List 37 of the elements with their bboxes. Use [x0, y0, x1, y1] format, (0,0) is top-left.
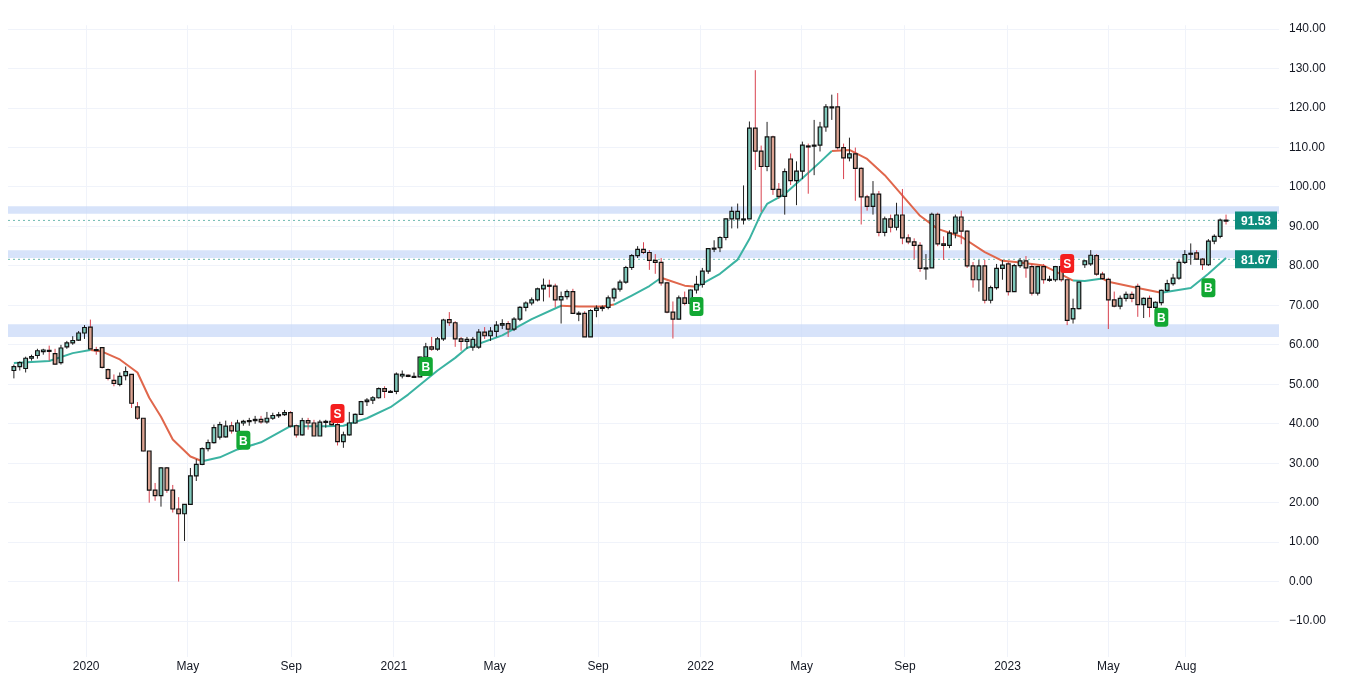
y-tick-label: 30.00 — [1289, 455, 1320, 470]
annotation: S — [333, 406, 342, 421]
annotation: S — [1063, 256, 1072, 271]
x-tick-label: May — [176, 659, 200, 674]
y-tick-label: 40.00 — [1289, 416, 1320, 431]
x-tick-label: 2023 — [994, 659, 1022, 674]
x-tick-label: 2022 — [687, 659, 715, 674]
y-tick-label: 120.00 — [1289, 100, 1327, 115]
y-tick-label: 0.00 — [1289, 573, 1313, 588]
x-tick-label: May — [483, 659, 507, 674]
annotation: B — [239, 433, 249, 448]
x-tick-label: 2020 — [72, 659, 100, 674]
y-tick-label: 60.00 — [1289, 337, 1320, 352]
y-tick-label: 110.00 — [1289, 139, 1326, 154]
x-tick-label: May — [790, 659, 813, 674]
y-tick-label: 90.00 — [1289, 218, 1320, 233]
y-tick-label: 70.00 — [1289, 297, 1320, 312]
y-tick-label: 130.00 — [1289, 60, 1327, 75]
y-tick-label: −10.00 — [1289, 613, 1327, 628]
x-tick-label: May — [1097, 659, 1120, 674]
y-tick-label: 20.00 — [1289, 495, 1320, 510]
y-tick-label: 100.00 — [1289, 179, 1327, 194]
annotation: B — [692, 299, 702, 314]
y-tick-label: 140.00 — [1289, 21, 1327, 36]
annotation: B — [1156, 310, 1166, 325]
x-tick-label: Aug — [1175, 659, 1197, 674]
y-tick-label: 80.00 — [1289, 258, 1320, 273]
x-tick-label: Sep — [894, 659, 916, 674]
x-tick-label: 2021 — [380, 659, 408, 674]
ref-line-label: 91.53 — [1240, 213, 1272, 228]
annotation: B — [421, 359, 431, 374]
annotation: B — [1204, 280, 1214, 295]
y-tick-label: 10.00 — [1289, 534, 1320, 549]
x-tick-label: Sep — [280, 659, 303, 674]
y-tick-label: 50.00 — [1289, 376, 1320, 391]
ref-line-label: 81.67 — [1240, 252, 1272, 267]
x-tick-label: Sep — [587, 659, 610, 674]
